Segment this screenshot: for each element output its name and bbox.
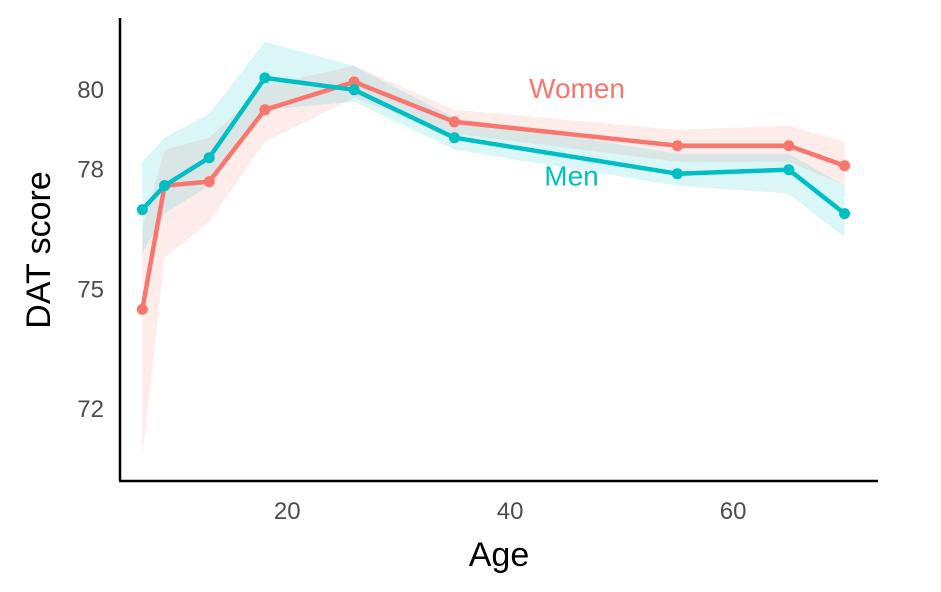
men-data-point <box>203 152 215 164</box>
y-axis-title: DAT score <box>20 171 58 328</box>
x-tick-label: 60 <box>720 498 747 525</box>
men-series-label: Men <box>544 161 598 192</box>
men-data-point <box>348 84 360 96</box>
women-data-point <box>783 140 795 152</box>
women-data-point <box>448 116 460 128</box>
women-data-point <box>136 303 148 315</box>
axes <box>118 18 878 483</box>
series-annotations: Women Men <box>529 73 625 192</box>
y-tick-label: 75 <box>77 276 104 303</box>
women-data-point <box>839 160 851 172</box>
women-data-point <box>348 76 360 88</box>
women-data-point <box>671 140 683 152</box>
men-data-point <box>839 208 851 220</box>
men-data-point <box>671 168 683 180</box>
y-tick-label: 78 <box>77 157 104 184</box>
women-series-label: Women <box>529 73 625 104</box>
women-data-point <box>259 104 271 116</box>
x-tick-label: 40 <box>497 498 524 525</box>
men-data-point <box>448 132 460 144</box>
y-tick-label: 80 <box>77 77 104 104</box>
x-tick-label: 20 <box>274 498 301 525</box>
x-tick-labels: 20 40 60 <box>274 498 747 525</box>
men-data-point <box>159 180 171 192</box>
x-axis-title: Age <box>469 536 530 574</box>
men-data-point <box>136 204 148 216</box>
y-tick-label: 72 <box>77 396 104 423</box>
women-data-point <box>203 176 215 188</box>
series-points <box>136 72 851 315</box>
y-tick-labels: 72 75 78 80 <box>77 77 104 423</box>
men-data-point <box>259 72 271 84</box>
men-data-point <box>783 164 795 176</box>
